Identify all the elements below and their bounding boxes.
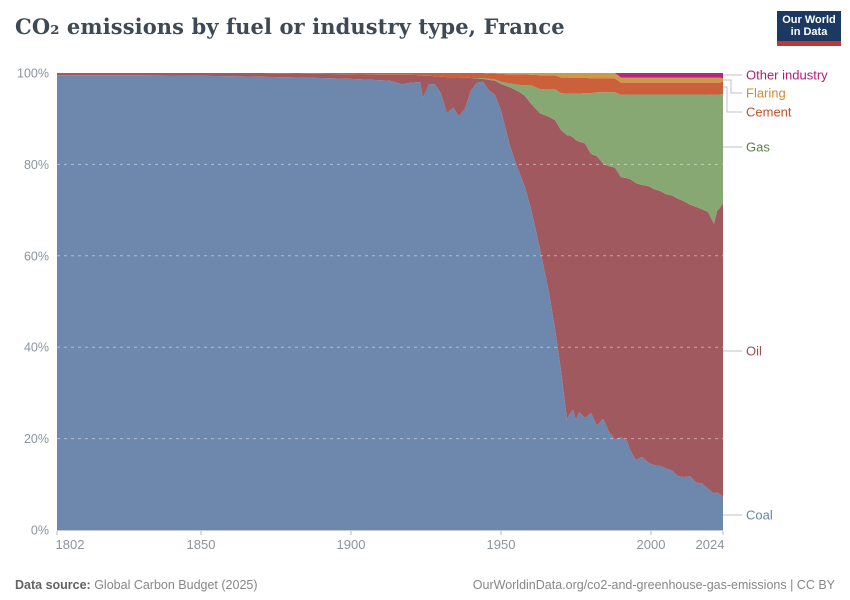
data-source-value: Global Carbon Budget (2025) xyxy=(90,578,258,592)
y-tick-label-20: 20% xyxy=(24,432,49,446)
x-tick-label-1950: 1950 xyxy=(487,537,516,552)
owid-logo-line2: in Data xyxy=(790,26,828,38)
owid-logo[interactable]: Our World in Data xyxy=(777,11,841,46)
legend-label-other[interactable]: Other industry xyxy=(746,68,828,83)
legend-label-cement[interactable]: Cement xyxy=(746,105,792,120)
legend-label-oil[interactable]: Oil xyxy=(746,344,762,359)
x-tick-label-2000: 2000 xyxy=(637,537,666,552)
y-tick-label-40: 40% xyxy=(24,341,49,355)
attribution-link[interactable]: OurWorldinData.org/co2-and-greenhouse-ga… xyxy=(472,578,835,592)
area-cement[interactable] xyxy=(57,73,723,95)
data-source-label: Data source: xyxy=(15,578,91,592)
data-source-note: Data source: Global Carbon Budget (2025) xyxy=(15,578,258,592)
owid-logo-line1: Our World xyxy=(782,14,836,26)
x-tick-label-1900: 1900 xyxy=(337,537,366,552)
legend-label-flaring[interactable]: Flaring xyxy=(746,86,786,101)
y-tick-label-100: 100% xyxy=(17,67,49,81)
legend-label-gas[interactable]: Gas xyxy=(746,140,770,155)
chart-legend: Other industry Flaring Cement Gas Oil Coal xyxy=(723,68,828,523)
x-tick-label-1802: 1802 xyxy=(56,537,85,552)
area-coal[interactable] xyxy=(57,75,723,531)
x-tick-label-2024: 2024 xyxy=(696,537,725,552)
y-tick-label-60: 60% xyxy=(24,249,49,263)
x-axis: 1802 1850 1900 1950 2000 2024 xyxy=(56,530,725,552)
area-gas[interactable] xyxy=(57,73,723,224)
legend-connector-cement xyxy=(723,86,742,113)
x-tick-label-1850: 1850 xyxy=(187,537,216,552)
chart-gridlines xyxy=(57,163,723,440)
page-title: CO₂ emissions by fuel or industry type, … xyxy=(15,14,565,39)
y-tick-label-80: 80% xyxy=(24,158,49,172)
legend-connector-flaring xyxy=(723,79,742,94)
chart-areas xyxy=(57,73,723,531)
area-oil[interactable] xyxy=(57,73,723,497)
chart-footer: Data source: Global Carbon Budget (2025)… xyxy=(0,578,850,592)
y-tick-label-0: 0% xyxy=(31,524,49,538)
area-flaring[interactable] xyxy=(57,73,723,83)
y-axis: 0% 20% 40% 60% 80% 100% xyxy=(17,67,49,538)
area-other[interactable] xyxy=(57,73,723,79)
legend-label-coal[interactable]: Coal xyxy=(746,508,773,523)
